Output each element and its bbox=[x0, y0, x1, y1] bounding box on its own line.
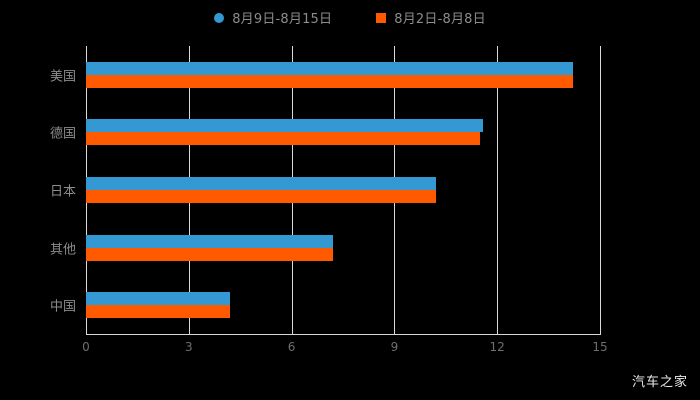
x-tick-label: 3 bbox=[184, 340, 193, 354]
legend-label-series-b: 8月2日-8月8日 bbox=[394, 12, 486, 27]
chart-legend: 8月9日-8月15日 8月2日-8月8日 bbox=[0, 8, 700, 27]
bar-其他-series-2[interactable] bbox=[86, 247, 333, 261]
legend-label-series-a: 8月9日-8月15日 bbox=[232, 12, 333, 27]
gridline-12 bbox=[497, 46, 499, 334]
x-tick-label: 0 bbox=[82, 340, 90, 354]
y-axis-label-1: 德国 bbox=[49, 126, 76, 142]
bar-其他-series-1[interactable] bbox=[86, 234, 333, 248]
bar-德国-series-2[interactable] bbox=[86, 132, 481, 146]
bar-日本-series-1[interactable] bbox=[86, 177, 436, 190]
y-axis-category-labels: 美国德国日本其他中国 bbox=[0, 46, 76, 334]
x-tick-label: 15 bbox=[592, 340, 608, 354]
bar-中国-series-2[interactable] bbox=[86, 305, 230, 319]
bar-美国-series-1[interactable] bbox=[86, 61, 573, 75]
y-axis-label-0: 美国 bbox=[49, 69, 76, 85]
bar-中国-series-1[interactable] bbox=[86, 292, 230, 306]
watermark: 汽车之家 bbox=[631, 375, 688, 390]
gridline-15 bbox=[600, 46, 601, 334]
bar-德国-series-1[interactable] bbox=[86, 119, 484, 133]
legend-item-series-a[interactable]: 8月9日-8月15日 bbox=[214, 8, 332, 27]
x-tick-label: 6 bbox=[287, 340, 296, 354]
circle-dot-icon bbox=[214, 12, 225, 23]
x-tick-label: 9 bbox=[390, 340, 399, 354]
bar-美国-series-2[interactable] bbox=[86, 74, 573, 88]
plot-area bbox=[86, 46, 601, 334]
x-tick-label: 12 bbox=[489, 340, 505, 354]
y-axis-label-3: 其他 bbox=[49, 242, 76, 258]
y-axis-label-2: 日本 bbox=[49, 184, 76, 200]
square-dot-icon bbox=[376, 12, 387, 23]
x-axis-line bbox=[86, 334, 601, 335]
legend-item-series-b[interactable]: 8月2日-8月8日 bbox=[376, 8, 486, 27]
y-axis-label-4: 中国 bbox=[49, 299, 76, 315]
bar-日本-series-2[interactable] bbox=[86, 190, 436, 203]
